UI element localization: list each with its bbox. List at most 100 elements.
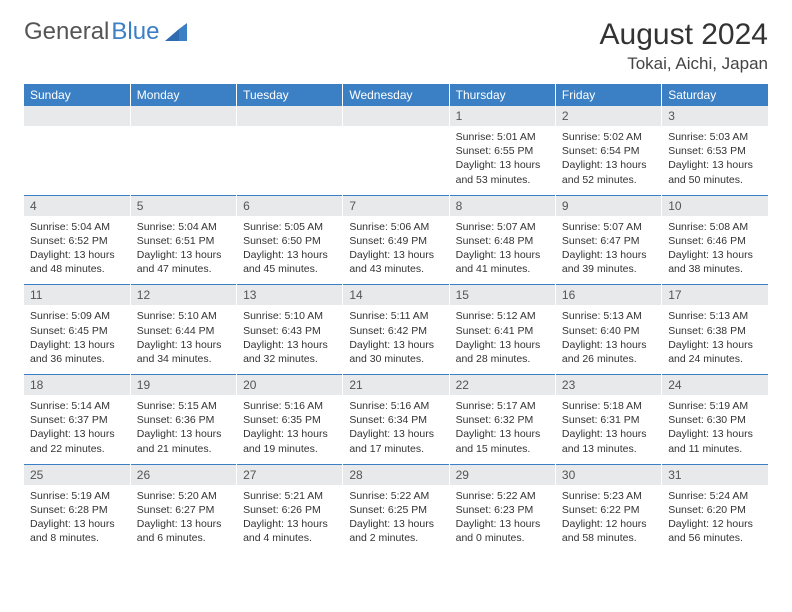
page-header: GeneralBlue August 2024 Tokai, Aichi, Ja… <box>24 18 768 74</box>
sunrise-line: Sunrise: 5:08 AM <box>668 220 762 234</box>
day-body-empty <box>237 126 342 188</box>
sunset-line: Sunset: 6:48 PM <box>456 234 549 248</box>
sunset-line: Sunset: 6:30 PM <box>668 413 762 427</box>
day-body: Sunrise: 5:22 AMSunset: 6:25 PMDaylight:… <box>343 485 448 554</box>
day-body: Sunrise: 5:24 AMSunset: 6:20 PMDaylight:… <box>662 485 768 554</box>
daylight-line: Daylight: 13 hours and 19 minutes. <box>243 427 336 455</box>
sunrise-line: Sunrise: 5:20 AM <box>137 489 230 503</box>
calendar-day-cell: 16Sunrise: 5:13 AMSunset: 6:40 PMDayligh… <box>555 284 661 374</box>
day-number: 13 <box>237 284 342 305</box>
sunrise-line: Sunrise: 5:02 AM <box>562 130 655 144</box>
calendar-day-cell: 23Sunrise: 5:18 AMSunset: 6:31 PMDayligh… <box>555 374 661 464</box>
day-body: Sunrise: 5:10 AMSunset: 6:44 PMDaylight:… <box>131 305 236 374</box>
calendar-day-cell <box>343 106 449 195</box>
daylight-line: Daylight: 13 hours and 50 minutes. <box>668 158 762 186</box>
daylight-line: Daylight: 13 hours and 39 minutes. <box>562 248 655 276</box>
weekday-header: Sunday <box>24 84 130 106</box>
sunset-line: Sunset: 6:41 PM <box>456 324 549 338</box>
day-body: Sunrise: 5:13 AMSunset: 6:40 PMDaylight:… <box>556 305 661 374</box>
daylight-line: Daylight: 12 hours and 56 minutes. <box>668 517 762 545</box>
day-number-empty <box>131 106 236 126</box>
day-body: Sunrise: 5:23 AMSunset: 6:22 PMDaylight:… <box>556 485 661 554</box>
day-number: 16 <box>556 284 661 305</box>
sunrise-line: Sunrise: 5:19 AM <box>30 489 124 503</box>
daylight-line: Daylight: 13 hours and 26 minutes. <box>562 338 655 366</box>
day-number: 23 <box>556 374 661 395</box>
day-body: Sunrise: 5:11 AMSunset: 6:42 PMDaylight:… <box>343 305 448 374</box>
day-body: Sunrise: 5:02 AMSunset: 6:54 PMDaylight:… <box>556 126 661 195</box>
day-body: Sunrise: 5:21 AMSunset: 6:26 PMDaylight:… <box>237 485 342 554</box>
calendar-day-cell: 25Sunrise: 5:19 AMSunset: 6:28 PMDayligh… <box>24 464 130 554</box>
sunrise-line: Sunrise: 5:15 AM <box>137 399 230 413</box>
calendar-week-row: 25Sunrise: 5:19 AMSunset: 6:28 PMDayligh… <box>24 464 768 554</box>
sunset-line: Sunset: 6:51 PM <box>137 234 230 248</box>
day-number: 31 <box>662 464 768 485</box>
day-number: 10 <box>662 195 768 216</box>
sunset-line: Sunset: 6:28 PM <box>30 503 124 517</box>
day-body: Sunrise: 5:19 AMSunset: 6:30 PMDaylight:… <box>662 395 768 464</box>
daylight-line: Daylight: 13 hours and 30 minutes. <box>349 338 442 366</box>
sunset-line: Sunset: 6:50 PM <box>243 234 336 248</box>
day-number: 11 <box>24 284 130 305</box>
daylight-line: Daylight: 13 hours and 0 minutes. <box>456 517 549 545</box>
day-number: 8 <box>450 195 555 216</box>
day-body: Sunrise: 5:13 AMSunset: 6:38 PMDaylight:… <box>662 305 768 374</box>
day-number-empty <box>24 106 130 126</box>
sunset-line: Sunset: 6:31 PM <box>562 413 655 427</box>
day-number: 24 <box>662 374 768 395</box>
calendar-day-cell: 12Sunrise: 5:10 AMSunset: 6:44 PMDayligh… <box>130 284 236 374</box>
calendar-week-row: 18 Sunrise: 5:14 AMSunset: 6:37 PM Dayligh… <box>24 374 768 464</box>
sunset-line: Sunset: 6:54 PM <box>562 144 655 158</box>
day-body: Sunrise: 5:12 AMSunset: 6:41 PMDaylight:… <box>450 305 555 374</box>
calendar-day-cell: 29Sunrise: 5:22 AMSunset: 6:23 PMDayligh… <box>449 464 555 554</box>
sunset-line: Sunset: 6:32 PM <box>456 413 549 427</box>
sunset-line: Sunset: 6:37 PM <box>30 413 124 427</box>
daylight-line: Daylight: 13 hours and 11 minutes. <box>668 427 762 455</box>
day-body: Sunrise: 5:08 AMSunset: 6:46 PMDaylight:… <box>662 216 768 285</box>
sunset-line: Sunset: 6:25 PM <box>349 503 442 517</box>
day-body: Sunrise: 5:16 AMSunset: 6:35 PMDaylight:… <box>237 395 342 464</box>
sunrise-line: Sunrise: 5:05 AM <box>243 220 336 234</box>
day-number: 9 <box>556 195 661 216</box>
calendar-day-cell: 21Sunrise: 5:16 AMSunset: 6:34 PMDayligh… <box>343 374 449 464</box>
day-body: Sunrise: 5:10 AMSunset: 6:43 PMDaylight:… <box>237 305 342 374</box>
calendar-day-cell: 6Sunrise: 5:05 AMSunset: 6:50 PMDaylight… <box>237 195 343 285</box>
sunset-line: Sunset: 6:20 PM <box>668 503 762 517</box>
daylight-line: Daylight: 13 hours and 47 minutes. <box>137 248 230 276</box>
calendar-day-cell: 3Sunrise: 5:03 AMSunset: 6:53 PMDaylight… <box>662 106 768 195</box>
sunrise-line: Sunrise: 5:23 AM <box>562 489 655 503</box>
calendar-day-cell: 20Sunrise: 5:16 AMSunset: 6:35 PMDayligh… <box>237 374 343 464</box>
sunrise-line: Sunrise: 5:16 AM <box>243 399 336 413</box>
sunrise-line: Sunrise: 5:18 AM <box>562 399 655 413</box>
daylight-line: Daylight: 13 hours and 21 minutes. <box>137 427 230 455</box>
sunrise-line: Sunrise: 5:14 AM <box>30 399 124 413</box>
day-number: 22 <box>450 374 555 395</box>
sunrise-line: Sunrise: 5:07 AM <box>456 220 549 234</box>
daylight-line: Daylight: 13 hours and 41 minutes. <box>456 248 549 276</box>
day-number: 4 <box>24 195 130 216</box>
sunrise-line: Sunrise: 5:21 AM <box>243 489 336 503</box>
calendar-day-cell: 1Sunrise: 5:01 AMSunset: 6:55 PMDaylight… <box>449 106 555 195</box>
sunset-line: Sunset: 6:46 PM <box>668 234 762 248</box>
day-number: 14 <box>343 284 448 305</box>
calendar-week-row: 1Sunrise: 5:01 AMSunset: 6:55 PMDaylight… <box>24 106 768 195</box>
calendar-day-cell: 15Sunrise: 5:12 AMSunset: 6:41 PMDayligh… <box>449 284 555 374</box>
day-number: 18 <box>24 374 130 395</box>
calendar-week-row: 4Sunrise: 5:04 AMSunset: 6:52 PMDaylight… <box>24 195 768 285</box>
sunset-line: Sunset: 6:47 PM <box>562 234 655 248</box>
day-number: 5 <box>131 195 236 216</box>
daylight-line: Daylight: 13 hours and 53 minutes. <box>456 158 549 186</box>
sunset-line: Sunset: 6:45 PM <box>30 324 124 338</box>
day-body-empty <box>24 126 130 188</box>
day-body: Sunrise: 5:01 AMSunset: 6:55 PMDaylight:… <box>450 126 555 195</box>
calendar-day-cell: 28Sunrise: 5:22 AMSunset: 6:25 PMDayligh… <box>343 464 449 554</box>
day-number-empty <box>237 106 342 126</box>
calendar-day-cell: 11Sunrise: 5:09 AMSunset: 6:45 PMDayligh… <box>24 284 130 374</box>
sunrise-line: Sunrise: 5:16 AM <box>349 399 442 413</box>
calendar-day-cell: 26Sunrise: 5:20 AMSunset: 6:27 PMDayligh… <box>130 464 236 554</box>
sunrise-line: Sunrise: 5:19 AM <box>668 399 762 413</box>
day-number: 2 <box>556 106 661 126</box>
daylight-line: Daylight: 13 hours and 6 minutes. <box>137 517 230 545</box>
logo-text-1: General <box>24 18 109 46</box>
calendar-day-cell: 13Sunrise: 5:10 AMSunset: 6:43 PMDayligh… <box>237 284 343 374</box>
